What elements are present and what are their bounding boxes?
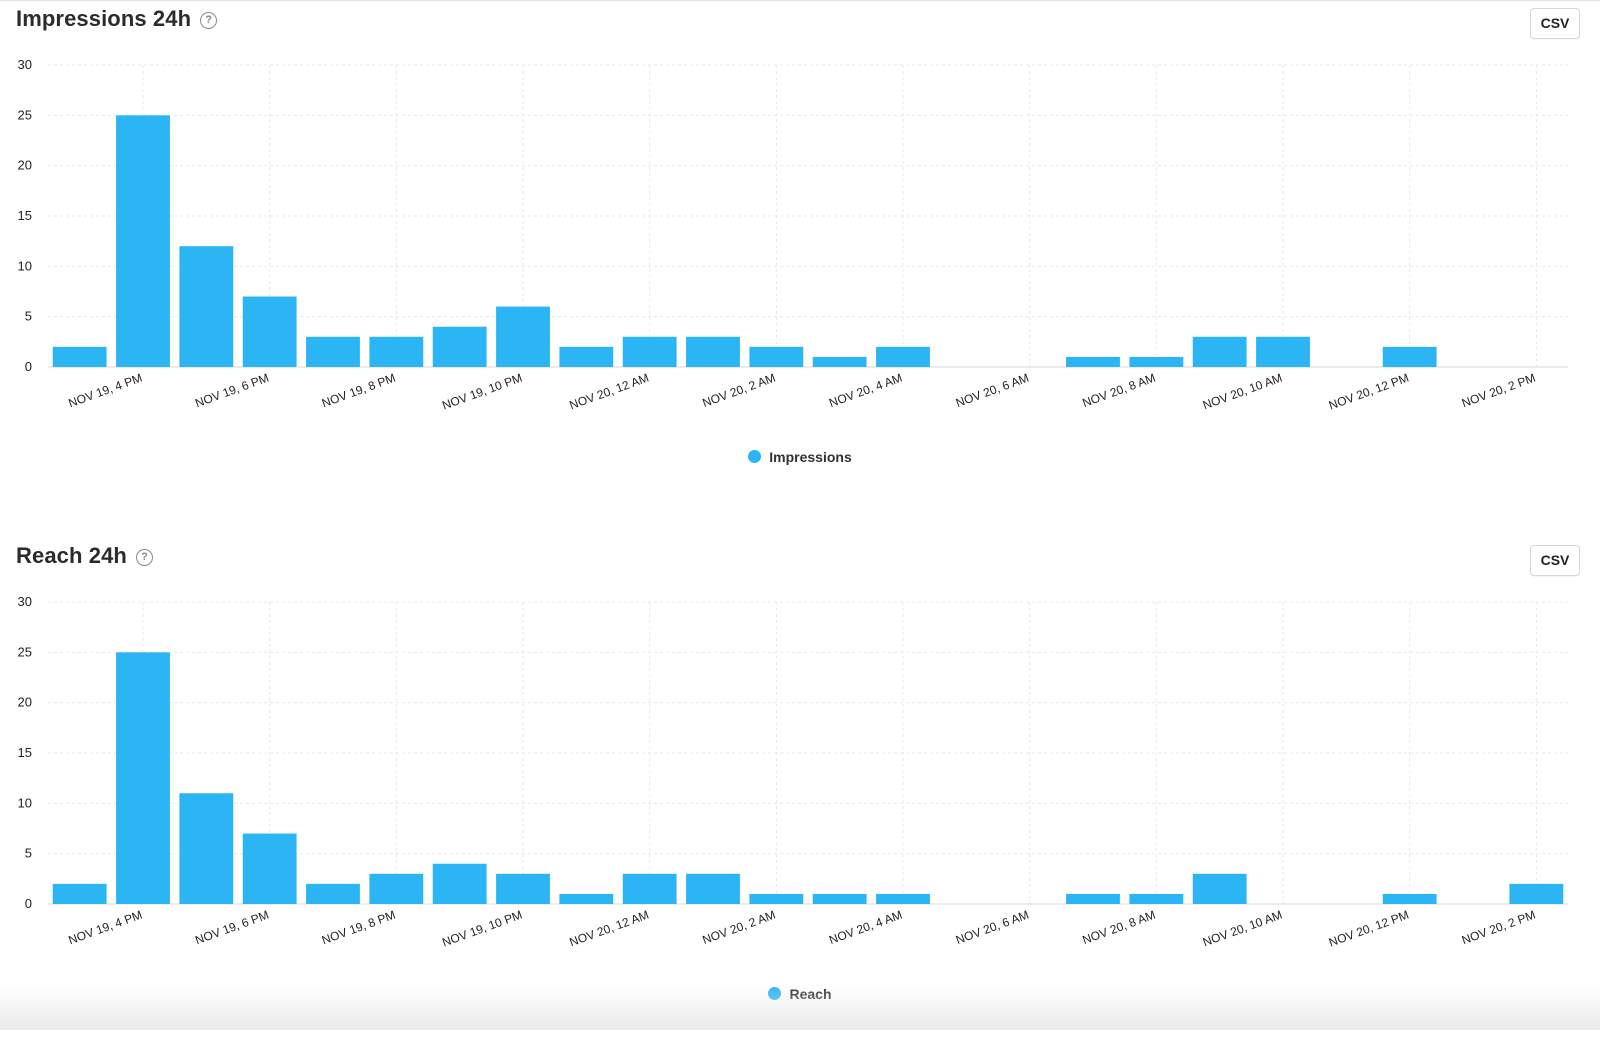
bar [179,246,234,367]
impressions-chart: 0 5 10 15 20 25 30 NOV 19, 4 PM NOV 19, 6 PM NOV … [18,57,1568,413]
bar [749,346,804,367]
bar [1192,336,1247,367]
bar [749,893,804,904]
x-tick-label: NOV 20, 12 PM [1327,371,1411,413]
bar [432,326,487,367]
bar [369,873,424,904]
question-circle-icon[interactable]: ? [200,12,218,29]
y-tick-label: 0 [25,359,32,374]
y-tick-label: 25 [18,107,32,122]
bar [306,336,360,367]
x-tick-label: NOV 20, 4 AM [827,371,904,410]
x-tick-label: NOV 20, 12 PM [1327,908,1411,950]
bar [1066,356,1120,367]
impressions-header: Impressions 24h ? [16,6,218,32]
y-tick-label: 0 [25,896,32,911]
x-tick-label: NOV 20, 4 AM [827,908,904,947]
bar [1509,883,1564,904]
bar [369,336,424,367]
bar [1256,336,1310,367]
x-tick-label: NOV 20, 12 AM [568,371,651,413]
bar [116,115,170,367]
y-tick-label: 15 [18,208,32,223]
bar [1066,893,1120,904]
y-tick-label: 25 [18,644,32,659]
bar [812,356,867,367]
y-tick-label: 20 [18,158,32,173]
bar [116,652,170,904]
csv-export-button[interactable]: CSV [1530,8,1580,39]
reach-panel: 0 5 10 15 20 25 30 NOV 19, 4 PM NOV 19, 6 PM NOV … [0,537,1600,1057]
bar [496,306,550,367]
x-tick-label: NOV 19, 8 PM [320,908,397,948]
x-tick-label: NOV 20, 6 AM [954,908,1031,947]
bar [496,873,550,904]
bar [52,346,107,367]
x-tick-label: NOV 20, 10 AM [1201,908,1284,950]
x-tick-label: NOV 20, 2 PM [1460,371,1537,411]
x-tick-label: NOV 20, 2 AM [700,371,777,410]
x-tick-label: NOV 20, 2 PM [1460,908,1537,948]
bar [1382,346,1437,367]
y-tick-label: 10 [18,258,32,273]
x-tick-label: NOV 19, 10 PM [440,908,524,950]
chart-legend: Reach [0,986,1600,1002]
y-tick-label: 5 [25,846,32,861]
x-tick-label: NOV 19, 8 PM [320,371,397,411]
y-tick-label: 10 [18,795,32,810]
x-tick-label: NOV 20, 6 AM [954,371,1031,410]
bar [52,883,107,904]
bar [559,346,614,367]
x-tick-label: NOV 19, 6 PM [193,371,270,411]
question-circle-icon[interactable]: ? [135,549,153,566]
reach-chart: 0 5 10 15 20 25 30 NOV 19, 4 PM NOV 19, 6 PM NOV … [18,594,1568,950]
y-tick-label: 30 [18,594,32,609]
y-tick-label: 20 [18,695,32,710]
impressions-panel: 0 5 10 15 20 25 30 NOV 19, 4 PM NOV 19, 6 PM NOV … [0,0,1600,520]
top-divider [0,0,1600,1]
y-tick-label: 30 [18,57,32,72]
bar [1382,893,1437,904]
x-tick-label: NOV 19, 4 PM [67,908,144,948]
x-tick-label: NOV 20, 8 AM [1080,908,1157,947]
x-tick-label: NOV 20, 10 AM [1201,371,1284,413]
x-tick-label: NOV 19, 10 PM [440,371,524,413]
bar [306,883,360,904]
bar [242,296,297,367]
bar [1129,356,1184,367]
x-tick-label: NOV 19, 6 PM [193,908,270,948]
bar [686,873,740,904]
legend-label[interactable]: Reach [789,986,832,1002]
bar [622,336,677,367]
x-tick-label: NOV 20, 12 AM [568,908,651,950]
bar [559,893,614,904]
bar [432,863,487,904]
bar [179,793,234,904]
bar [622,873,677,904]
bar [1129,893,1184,904]
reach-header: Reach 24h ? [16,543,153,569]
y-tick-label: 5 [25,309,32,324]
x-tick-label: NOV 20, 2 AM [700,908,777,947]
chart-legend: Impressions [0,449,1600,465]
legend-swatch [768,987,782,1000]
bar [876,893,930,904]
panel-title: Reach 24h [16,543,127,568]
legend-label[interactable]: Impressions [769,449,852,465]
y-tick-label: 15 [18,745,32,760]
bar [242,833,297,904]
bar [812,893,867,904]
bar [1192,873,1247,904]
x-tick-label: NOV 19, 4 PM [67,371,144,411]
panel-title: Impressions 24h [16,6,192,31]
csv-export-button[interactable]: CSV [1530,545,1580,576]
x-tick-label: NOV 20, 8 AM [1080,371,1157,410]
bar [876,346,930,367]
legend-swatch [748,450,762,463]
bar [686,336,740,367]
